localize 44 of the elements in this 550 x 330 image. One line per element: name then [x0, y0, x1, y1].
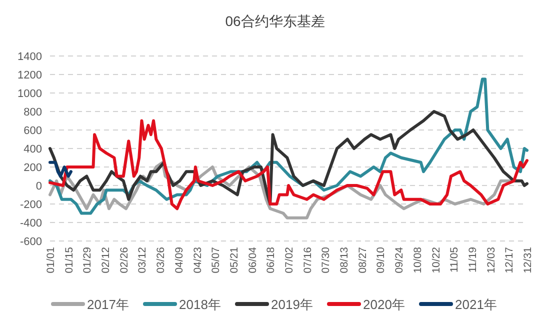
xtick: 10/22: [430, 247, 442, 274]
xtick: 02/26: [118, 247, 130, 274]
ytick: 600: [24, 125, 42, 137]
legend-label: 2017年: [87, 297, 129, 312]
xtick: 05/21: [228, 247, 240, 274]
ytick: -400: [20, 218, 42, 230]
xtick: 01/15: [63, 247, 76, 274]
xtick: 12/03: [485, 247, 498, 274]
legend-label: 2018年: [179, 297, 221, 312]
ytick: 800: [24, 106, 42, 118]
xtick: 06/04: [246, 247, 259, 274]
xtick: 02/12: [100, 247, 112, 274]
ytick: 200: [24, 162, 42, 174]
xtick: 12/31: [522, 247, 534, 274]
xtick: 07/30: [320, 247, 332, 274]
xtick: 04/23: [192, 247, 204, 274]
xtick: 09/10: [375, 247, 388, 274]
xtick: 03/26: [155, 247, 168, 274]
xtick: 01/01: [45, 247, 57, 274]
xtick: 12/17: [504, 247, 516, 274]
xtick: 07/16: [302, 247, 314, 274]
ytick: 400: [24, 144, 42, 156]
xtick: 08/27: [356, 247, 369, 274]
ytick: -200: [20, 199, 42, 211]
legend-label: 2019年: [271, 297, 313, 312]
xtick: 03/12: [136, 247, 149, 274]
ytick: 1400: [18, 51, 42, 63]
xtick: 08/13: [338, 247, 351, 274]
xtick: 07/02: [284, 247, 296, 274]
ytick: 1000: [18, 88, 42, 100]
ytick: 0: [36, 180, 42, 192]
ytick: -600: [20, 236, 42, 248]
xtick: 01/29: [82, 247, 94, 274]
legend-label: 2021年: [455, 297, 497, 312]
xtick: 06/18: [265, 247, 278, 274]
title: 06合约华东基差: [225, 13, 325, 29]
xtick: 11/05: [448, 247, 461, 272]
ytick: 1200: [18, 70, 42, 82]
xtick: 05/07: [210, 247, 222, 274]
xtick: 09/24: [394, 247, 406, 274]
legend-label: 2020年: [363, 297, 405, 312]
xtick: 11/19: [466, 247, 479, 272]
xtick: 04/09: [173, 247, 186, 274]
xtick: 10/08: [412, 247, 424, 274]
